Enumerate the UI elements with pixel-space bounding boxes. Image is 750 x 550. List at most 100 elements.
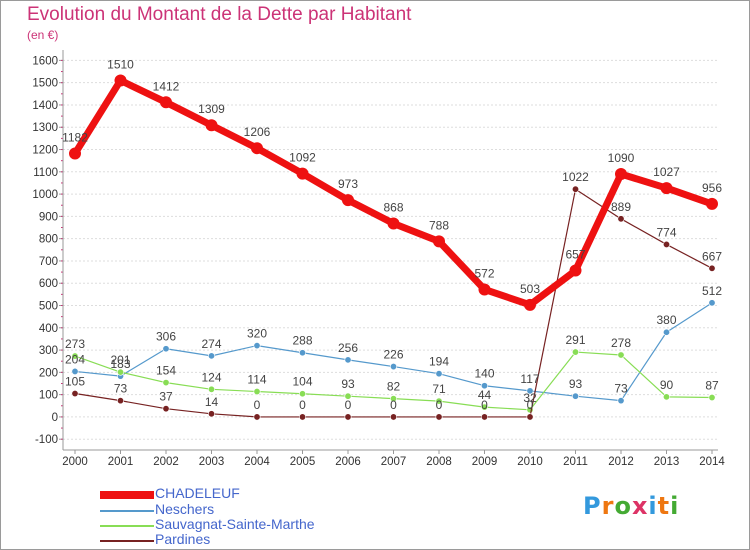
- legend-label: Pardines: [155, 531, 211, 547]
- data-point: [344, 413, 352, 421]
- data-point: [708, 299, 716, 307]
- data-label: 73: [614, 382, 628, 396]
- data-label: 82: [387, 380, 401, 394]
- series-line-chadeleuf: [71, 76, 716, 309]
- x-tick-label: 2000: [62, 456, 88, 468]
- data-label: 973: [338, 177, 358, 191]
- data-label: 274: [201, 337, 221, 351]
- legend-swatch: [100, 510, 154, 512]
- data-label: 956: [702, 181, 722, 195]
- data-point: [71, 352, 79, 360]
- data-label: 0: [481, 398, 488, 412]
- proxiti-logo: Proxiti: [583, 492, 679, 520]
- data-point: [708, 394, 716, 402]
- data-point: [571, 185, 579, 193]
- legend-label: Neschers: [155, 501, 215, 517]
- x-tick-label: 2014: [699, 456, 725, 468]
- data-label: 105: [65, 375, 85, 389]
- data-label: 1309: [198, 102, 225, 116]
- data-label: 278: [611, 336, 631, 350]
- data-label: 114: [247, 373, 266, 387]
- y-tick-label: 1000: [32, 189, 58, 201]
- data-label: 0: [254, 398, 261, 412]
- data-label: 256: [338, 341, 358, 355]
- y-tick-label: 700: [39, 256, 58, 268]
- data-point: [162, 379, 170, 387]
- data-label: 0: [299, 398, 306, 412]
- legend-swatch: [100, 540, 154, 542]
- y-tick-label: 0: [52, 412, 58, 424]
- data-label: 657: [565, 248, 585, 262]
- logo-letter: t: [657, 492, 671, 520]
- data-label: 14: [205, 395, 219, 409]
- data-point: [342, 194, 354, 207]
- data-label: 71: [432, 382, 446, 396]
- data-point: [480, 382, 488, 390]
- data-point: [208, 352, 216, 360]
- data-point: [344, 356, 352, 364]
- data-point: [480, 403, 488, 411]
- data-label: 273: [65, 337, 85, 351]
- data-point: [662, 240, 670, 248]
- logo-letter: P: [583, 492, 602, 520]
- data-point: [480, 413, 488, 421]
- legend-label: CHADELEUF: [155, 485, 240, 501]
- unit-label: (en €): [27, 28, 59, 42]
- data-label: 32: [523, 391, 537, 405]
- data-label: 774: [656, 225, 676, 239]
- data-label: 1092: [289, 151, 316, 165]
- data-label: 1027: [653, 165, 680, 179]
- data-point: [526, 413, 534, 421]
- data-point: [435, 397, 443, 405]
- x-tick-label: 2010: [517, 456, 543, 468]
- data-label: 0: [527, 398, 534, 412]
- data-point: [71, 390, 79, 398]
- data-point: [208, 385, 216, 393]
- data-label: 1022: [562, 170, 589, 184]
- data-point: [69, 147, 81, 160]
- data-point: [114, 74, 127, 87]
- logo-letter: i: [648, 492, 658, 520]
- data-label: 503: [520, 282, 540, 296]
- data-label: 117: [520, 372, 539, 386]
- data-point: [389, 413, 397, 421]
- data-point: [298, 390, 306, 398]
- x-tick-label: 2007: [381, 456, 407, 468]
- data-label: 154: [156, 364, 176, 378]
- y-tick-label: 600: [39, 278, 58, 290]
- data-point: [253, 413, 261, 421]
- logo-letter: o: [614, 492, 632, 520]
- x-tick-label: 2005: [290, 456, 316, 468]
- x-tick-label: 2002: [153, 456, 179, 468]
- data-label: 204: [65, 352, 85, 366]
- data-point: [251, 142, 263, 155]
- data-point: [296, 167, 309, 180]
- data-label: 868: [383, 201, 403, 215]
- data-label: 37: [159, 390, 173, 404]
- data-label: 1510: [107, 57, 134, 71]
- data-point: [435, 413, 443, 421]
- data-point: [344, 392, 352, 400]
- legend-label: Sauvagnat-Sainte-Marthe: [155, 516, 315, 532]
- data-point: [617, 397, 625, 405]
- data-point: [205, 119, 218, 132]
- data-label: 572: [474, 266, 494, 280]
- x-tick-label: 2008: [426, 456, 452, 468]
- data-label: 44: [478, 388, 492, 402]
- legend-swatch: [100, 525, 154, 527]
- y-tick-label: 1200: [32, 145, 58, 157]
- x-tick-label: 2006: [335, 456, 361, 468]
- logo-letter: i: [670, 492, 680, 520]
- data-point: [117, 368, 125, 376]
- data-label: 93: [569, 377, 583, 391]
- data-point: [708, 264, 716, 272]
- data-label: 288: [292, 334, 312, 348]
- data-point: [389, 395, 397, 403]
- data-label: 0: [390, 398, 397, 412]
- data-label: 788: [429, 218, 449, 232]
- data-point: [662, 393, 670, 401]
- data-label: 0: [436, 398, 443, 412]
- y-tick-label: 1600: [32, 55, 58, 67]
